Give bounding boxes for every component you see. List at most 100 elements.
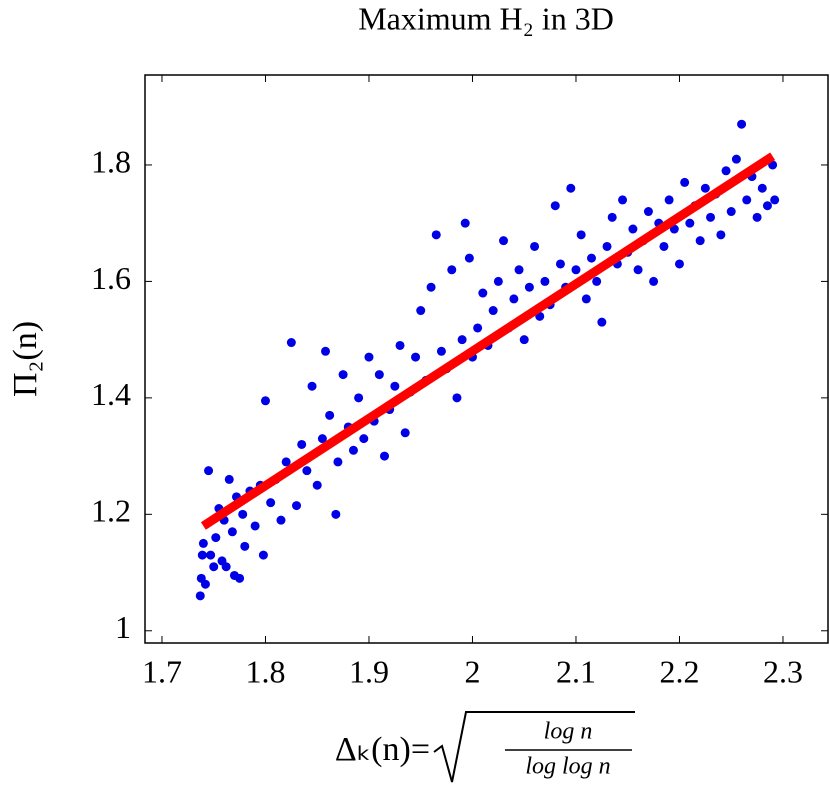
scatter-point [400, 428, 410, 438]
scatter-point [338, 370, 348, 380]
scatter-point [250, 521, 260, 531]
scatter-point [206, 550, 216, 560]
scatter-point [292, 501, 302, 511]
scatter-point [240, 541, 250, 551]
scatter-point [452, 393, 462, 403]
x-label-numerator: log n [544, 719, 593, 745]
scatter-point [571, 265, 581, 275]
scatter-point [587, 253, 597, 263]
y-tick-label: 1.2 [91, 493, 131, 529]
scatter-point [478, 288, 488, 298]
scatter-point [664, 195, 674, 205]
scatter-point [460, 218, 470, 228]
scatter-point [643, 207, 653, 217]
scatter-point [706, 212, 716, 222]
scatter-point [607, 212, 617, 222]
scatter-point [374, 370, 384, 380]
plot-area [195, 119, 780, 601]
scatter-point [302, 466, 312, 476]
scatter-point [540, 276, 550, 286]
scatter-point [211, 533, 221, 543]
scatter-point [762, 201, 772, 211]
scatter-point [281, 457, 291, 467]
scatter-point [354, 393, 364, 403]
scatter-point [200, 579, 210, 589]
scatter-point [752, 212, 762, 222]
scatter-point [224, 474, 234, 484]
x-label-lhs: Δₖ(n)= [335, 731, 430, 768]
scatter-point [633, 265, 643, 275]
scatter-point [276, 515, 286, 525]
scatter-point [426, 282, 436, 292]
scatter-point [555, 259, 565, 269]
scatter-point [325, 410, 335, 420]
scatter-point [321, 346, 331, 356]
scatter-point [197, 550, 207, 560]
scatter-point [695, 236, 705, 246]
scatter-point [566, 183, 576, 193]
scatter-point [260, 396, 270, 406]
scatter-point [597, 317, 607, 327]
scatter-point [333, 457, 343, 467]
x-tick-label: 2.1 [556, 653, 596, 689]
x-tick-label: 2.3 [763, 653, 803, 689]
scatter-point [235, 573, 245, 583]
scatter-point [524, 282, 534, 292]
x-tick-label: 1.9 [349, 653, 389, 689]
scatter-point [238, 509, 248, 519]
scatter-point [198, 538, 208, 548]
scatter-point [659, 241, 669, 251]
x-tick-label: 2.2 [659, 653, 699, 689]
x-tick-label: 2 [464, 653, 480, 689]
scatter-point [266, 498, 276, 508]
scatter-point [680, 177, 690, 187]
scatter-point [602, 241, 612, 251]
scatter-point [221, 562, 231, 572]
y-tick-label: 1 [115, 609, 131, 645]
scatter-point [380, 451, 390, 461]
y-tick-label: 1.6 [91, 260, 131, 296]
scatter-point [770, 195, 780, 205]
scatter-point [416, 306, 426, 316]
scatter-point [757, 183, 767, 193]
scatter-point [286, 338, 296, 348]
scatter-point [721, 166, 731, 176]
x-axis-label: Δₖ(n)= log n log log n [335, 711, 635, 783]
scatter-point [726, 207, 736, 217]
y-axis-label: Π₂(n) [7, 321, 44, 397]
scatter-point [312, 480, 322, 490]
fit-line [200, 152, 776, 530]
scatter-point [649, 276, 659, 286]
scatter-point [519, 335, 529, 345]
scatter-point [390, 381, 400, 391]
x-tick-label: 1.7 [142, 653, 182, 689]
scatter-point [364, 352, 374, 362]
scatter-point [685, 218, 695, 228]
x-tick-label: 1.8 [245, 653, 285, 689]
scatter-point [411, 352, 421, 362]
scatter-point [431, 230, 441, 240]
x-label-denominator: log log n [525, 754, 610, 780]
scatter-point [436, 346, 446, 356]
y-tick-label: 1.8 [91, 143, 131, 179]
scatter-point [550, 201, 560, 211]
scatter-point [464, 253, 474, 263]
scatter-point [716, 230, 726, 240]
scatter-point [204, 466, 214, 476]
scatter-point [509, 294, 519, 304]
scatter-point [331, 509, 341, 519]
scatter-point [195, 591, 205, 601]
scatter-point [674, 259, 684, 269]
axes-frame [144, 74, 829, 644]
scatter-point [742, 195, 752, 205]
sqrt-sign [433, 711, 635, 783]
scatter-point [737, 119, 747, 129]
scatter-point [307, 381, 317, 391]
scatter-point [618, 195, 628, 205]
scatter-point [700, 183, 710, 193]
scatter-point [488, 306, 498, 316]
chart-title: Maximum H₂ in 3D [358, 0, 614, 36]
scatter-point [348, 445, 358, 455]
scatter-point [499, 236, 509, 246]
